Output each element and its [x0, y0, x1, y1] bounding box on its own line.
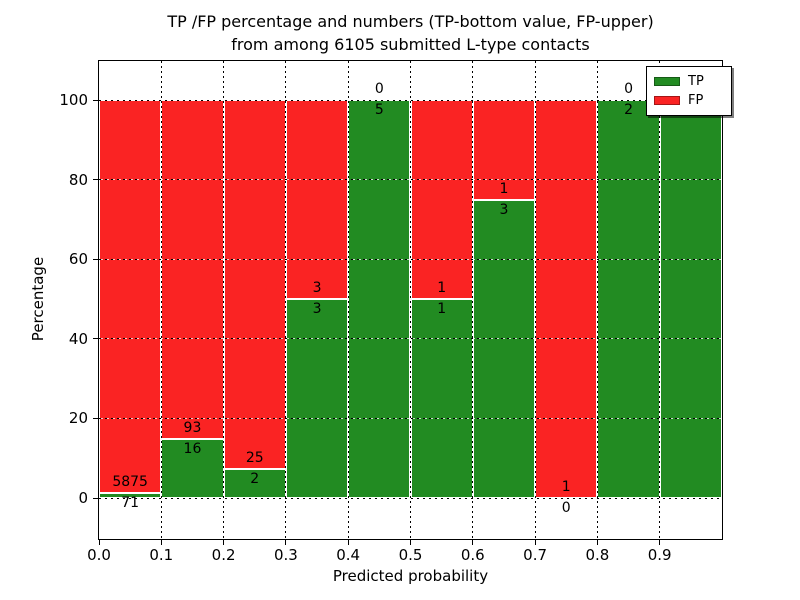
bar-segment-fp — [161, 100, 224, 440]
bar-count-label-fp: 25 — [245, 449, 264, 466]
x-tick-mark — [596, 540, 598, 545]
y-tick-label: 20 — [68, 409, 88, 428]
x-tick-mark — [347, 540, 349, 545]
x-tick-label: 0.2 — [211, 546, 236, 564]
gridline-horizontal — [99, 258, 722, 260]
x-tick-mark — [410, 540, 411, 545]
bar-count-label-fp: 3 — [312, 280, 322, 296]
bar-segment-tp — [285, 299, 349, 498]
legend-swatch-fp — [654, 96, 680, 105]
x-tick-label: 0.1 — [149, 546, 174, 564]
y-tick-mark — [93, 417, 98, 419]
bar-count-label-tp: 3 — [499, 201, 509, 218]
bar-count-label-fp: 0 — [374, 81, 384, 97]
gridline-vertical — [534, 61, 536, 539]
bar-segment-fp — [410, 100, 473, 299]
chart-title-line1: TP /FP percentage and numbers (TP-bottom… — [167, 12, 654, 31]
legend-item-fp: FP — [654, 91, 724, 110]
x-tick-label: 0.3 — [273, 546, 298, 564]
bar-count-label-tp: 1 — [437, 301, 447, 317]
x-tick-mark — [98, 540, 100, 545]
x-tick-mark — [285, 540, 287, 545]
legend-label-fp: FP — [688, 93, 704, 108]
bar-count-label-tp: 2 — [624, 102, 633, 118]
x-tick-label: 0.4 — [336, 546, 361, 564]
bar-count-label-fp: 0 — [624, 81, 633, 97]
bar-count-label-tp: 2 — [250, 470, 260, 487]
y-tick-label: 60 — [68, 250, 88, 269]
bar-count-label-tp: 0 — [561, 500, 571, 516]
gridline-vertical — [347, 61, 349, 539]
bar-count-label-tp: 5 — [374, 102, 384, 118]
x-tick-mark — [160, 540, 162, 545]
gridline-vertical — [160, 61, 162, 539]
bar-segment-fp — [535, 100, 598, 498]
x-tick-label: 0.6 — [460, 546, 485, 564]
y-tick-mark — [93, 497, 98, 499]
y-tick-label: 40 — [68, 329, 88, 348]
gridline-vertical — [410, 61, 411, 539]
bar-count-label-tp: 71 — [121, 495, 140, 512]
gridline-horizontal — [99, 338, 722, 340]
bar-segment-tp — [472, 199, 536, 498]
x-tick-label: 0.5 — [398, 546, 423, 564]
x-tick-mark — [534, 540, 536, 545]
x-axis-label: Predicted probability — [332, 567, 489, 585]
gridline-horizontal — [99, 417, 722, 419]
x-tick-label: 0.8 — [585, 546, 610, 564]
y-tick-mark — [93, 258, 98, 260]
plot-area: 587571931625233051113100203 — [98, 60, 723, 540]
bar-segment-fp — [223, 100, 286, 469]
bar-count-label-tp: 16 — [183, 441, 202, 458]
gridline-horizontal — [99, 99, 722, 101]
y-tick-label: 80 — [68, 170, 88, 189]
bar-segment-tp — [410, 299, 473, 498]
legend-swatch-tp — [654, 77, 680, 86]
chart-title: TP /FP percentage and numbers (TP-bottom… — [98, 10, 723, 56]
bar-segment-fp — [99, 100, 162, 494]
x-tick-mark — [472, 540, 474, 545]
y-tick-mark — [93, 338, 98, 340]
gridline-horizontal — [99, 179, 722, 181]
x-tick-label: 0.0 — [87, 546, 111, 564]
y-axis-label: Percentage — [29, 256, 47, 342]
gridline-horizontal — [99, 497, 722, 499]
bar-count-label-fp: 93 — [183, 420, 202, 437]
bar-count-label-fp: 5875 — [112, 474, 148, 491]
bar-segment-fp — [285, 100, 349, 299]
legend-item-tp: TP — [654, 72, 724, 91]
bar-segment-tp — [223, 468, 286, 498]
bar-segment-tp — [597, 100, 660, 498]
x-tick-label: 0.7 — [523, 546, 548, 564]
bar-count-label-fp: 1 — [499, 180, 509, 197]
x-tick-label: 0.9 — [647, 546, 672, 564]
bar-segment-tp — [348, 100, 411, 498]
y-tick-mark — [93, 179, 98, 181]
y-tick-label: 0 — [78, 489, 88, 507]
gridline-vertical — [596, 61, 598, 539]
bar-count-label-tp: 3 — [312, 301, 322, 317]
chart-title-line2: from among 6105 submitted L-type contact… — [231, 35, 590, 54]
bar-segment-tp — [659, 100, 722, 498]
gridline-vertical — [285, 61, 287, 539]
bar-count-label-fp: 1 — [437, 280, 447, 296]
gridline-vertical — [223, 61, 225, 539]
gridline-vertical — [472, 61, 474, 539]
y-tick-mark — [93, 99, 98, 101]
gridline-vertical — [659, 61, 661, 539]
bar-segment-tp — [161, 439, 224, 498]
legend-label-tp: TP — [688, 74, 704, 89]
x-tick-mark — [659, 540, 661, 545]
bar-count-label-fp: 1 — [561, 479, 571, 495]
x-tick-mark — [223, 540, 225, 545]
legend: TP FP — [646, 66, 732, 116]
y-tick-label: 100 — [59, 91, 88, 109]
